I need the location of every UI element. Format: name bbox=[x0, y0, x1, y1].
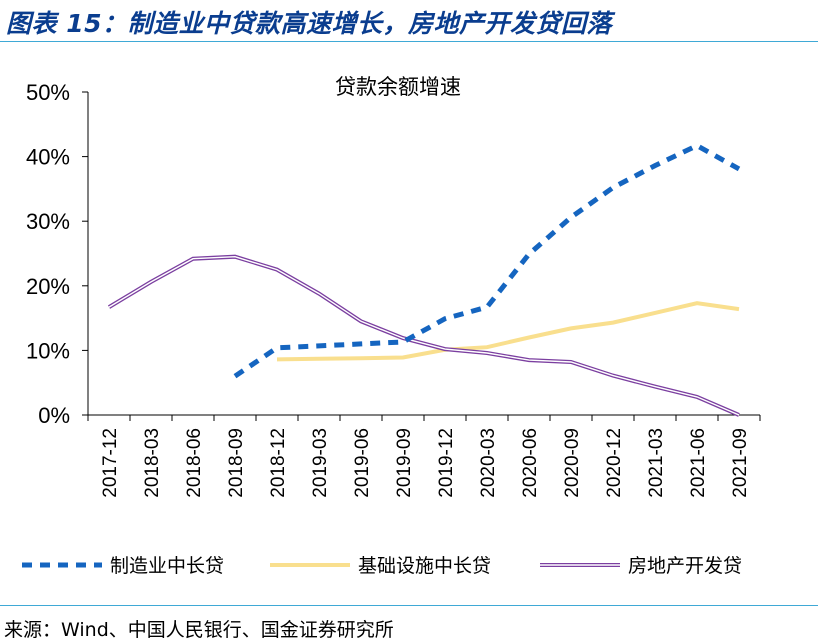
x-tick-label: 2017-12 bbox=[100, 428, 121, 498]
y-tick-label: 0% bbox=[38, 403, 70, 428]
x-tick-label: 2020-09 bbox=[562, 428, 583, 498]
y-tick-label: 40% bbox=[26, 145, 70, 170]
series-real-estate-group bbox=[107, 254, 740, 417]
x-tick-label: 2019-12 bbox=[436, 428, 457, 498]
x-tick-labels: 2017-12 2018-03 2018-06 2018-09 2018-12 2019-… bbox=[100, 428, 751, 498]
y-tick-label: 10% bbox=[26, 338, 70, 363]
y-tick-labels: 0% 10% 20% 30% 40% 50% bbox=[26, 80, 70, 428]
series-infrastructure-group bbox=[276, 301, 740, 362]
x-tick-label: 2019-09 bbox=[394, 428, 415, 498]
x-tick-label: 2018-03 bbox=[142, 428, 163, 498]
x-tick-label: 2019-03 bbox=[310, 428, 331, 498]
chart-title: 贷款余额增速 bbox=[335, 75, 461, 99]
series-real-estate-line-inner bbox=[108, 255, 740, 416]
chart-series bbox=[107, 142, 741, 417]
x-tick-label: 2018-12 bbox=[268, 428, 289, 498]
series-real-estate-line bbox=[107, 254, 740, 417]
x-tick-label: 2021-09 bbox=[730, 428, 751, 498]
source-note: 来源：Wind、中国人民银行、国金证券研究所 bbox=[4, 619, 394, 641]
x-tick-label: 2018-06 bbox=[184, 428, 205, 498]
legend-label: 制造业中长贷 bbox=[110, 555, 224, 577]
x-tick-label: 2020-12 bbox=[604, 428, 625, 498]
figure-title: 图表 15：制造业中贷款高速增长，房地产开发贷回落 bbox=[6, 9, 612, 38]
y-tick-label: 50% bbox=[26, 80, 70, 105]
x-tick-label: 2021-03 bbox=[646, 428, 667, 498]
series-manufacturing-line bbox=[233, 142, 741, 379]
x-tick-label: 2018-09 bbox=[226, 428, 247, 498]
footer-rule bbox=[0, 605, 818, 606]
series-manufacturing-group bbox=[233, 142, 741, 379]
series-infrastructure-line bbox=[276, 301, 740, 362]
x-tick-label: 2021-06 bbox=[688, 428, 709, 498]
legend-label: 房地产开发贷 bbox=[628, 555, 742, 577]
y-tick-label: 30% bbox=[26, 209, 70, 234]
header-rule bbox=[0, 41, 818, 42]
x-tick-label: 2020-03 bbox=[478, 428, 499, 498]
chart-axes bbox=[82, 91, 761, 421]
chart-legend: 制造业中长贷 基础设施中长贷 房地产开发贷 bbox=[22, 555, 742, 577]
y-tick-label: 20% bbox=[26, 274, 70, 299]
x-tick-label: 2019-06 bbox=[352, 428, 373, 498]
legend-label: 基础设施中长贷 bbox=[358, 555, 491, 577]
x-tick-label: 2020-06 bbox=[520, 428, 541, 498]
